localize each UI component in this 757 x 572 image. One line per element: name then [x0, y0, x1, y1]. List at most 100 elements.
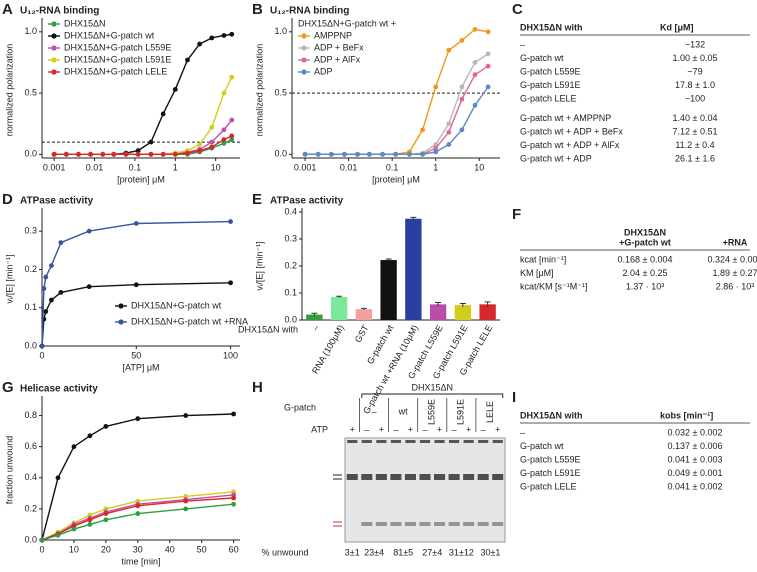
table-header: Kd [μM] — [660, 22, 694, 32]
x-tick-label: 60 — [229, 544, 239, 554]
unwound-value: 3±1 — [345, 547, 360, 557]
data-point — [446, 47, 452, 53]
gel-image — [344, 437, 506, 543]
data-point — [229, 31, 235, 37]
legend-swatch — [51, 45, 57, 51]
data-point — [446, 142, 452, 147]
table-cell: 1.00 ± 0.05 — [673, 53, 718, 63]
y-tick-label: 0.5 — [274, 87, 287, 97]
product-band — [375, 522, 387, 526]
y-tick-label: 0.4 — [284, 206, 297, 216]
table-cell: 0.168 ± 0.004 — [618, 254, 673, 264]
y-tick-label: 0.1 — [284, 287, 297, 297]
data-point — [135, 148, 141, 154]
gpatch-lane-label: L591E — [456, 399, 466, 425]
substrate-band — [404, 474, 416, 480]
data-point — [221, 33, 227, 38]
product-band — [434, 522, 446, 526]
atp-lane: + — [379, 424, 384, 434]
data-point — [197, 142, 203, 147]
data-point — [58, 240, 64, 246]
x-tick-label: 0.1 — [386, 162, 399, 172]
data-point — [393, 151, 399, 157]
gel-well — [419, 440, 431, 443]
error-bar — [360, 307, 367, 311]
atp-lane: + — [350, 424, 355, 434]
substrate-band — [375, 474, 387, 480]
category-title: DHX15ΔN with — [238, 324, 298, 334]
legend-label: AMPPNP — [314, 30, 352, 40]
data-point — [183, 498, 189, 504]
data-point — [229, 74, 235, 80]
unwound-label: % unwound — [261, 547, 308, 557]
table-cell: kcat [min⁻¹] — [520, 254, 566, 264]
bar — [380, 260, 397, 320]
x-tick-label: 0.001 — [43, 162, 66, 172]
table-cell: 1.89 ± 0.27 — [713, 268, 757, 278]
x-tick-label: 0 — [39, 350, 44, 360]
bar — [479, 304, 496, 320]
y-tick-label: 0.2 — [24, 503, 37, 513]
y-axis-label: normalized polarization — [254, 44, 264, 137]
data-point — [209, 139, 215, 145]
data-point — [221, 137, 227, 143]
substrate-band — [492, 474, 504, 480]
data-point — [76, 151, 81, 157]
data-point — [221, 90, 227, 96]
panel-title: ATPase activity — [270, 196, 344, 207]
single-strand-icon — [333, 521, 342, 527]
data-point — [135, 503, 141, 509]
data-point — [86, 228, 92, 234]
table-cell: G-patch wt + ADP + BeFx — [520, 126, 623, 136]
data-point — [209, 35, 215, 41]
table-cell: 17.8 ± 1.0 — [675, 80, 715, 90]
legend-label: DHX15ΔN — [64, 18, 106, 28]
data-point — [172, 86, 178, 92]
data-point — [197, 41, 203, 47]
legend-swatch — [51, 69, 57, 75]
substrate-band — [361, 474, 373, 480]
panel-title: ATPase activity — [20, 196, 94, 207]
table-cell: KM [μM] — [520, 268, 554, 278]
x-tick-label: 100 — [223, 350, 238, 360]
table-cell: – — [520, 427, 525, 437]
product-band — [492, 522, 504, 526]
error-bar — [410, 216, 417, 221]
table-cell: 0.041 ± 0.002 — [668, 481, 723, 491]
data-point — [420, 127, 425, 133]
substrate-band — [463, 474, 475, 480]
legend-swatch — [51, 33, 57, 39]
panel-letter: A — [2, 1, 13, 18]
data-point — [87, 522, 93, 527]
bar — [429, 304, 447, 320]
panel-letter: F — [512, 206, 521, 223]
legend-swatch — [51, 21, 57, 27]
data-point — [103, 517, 109, 523]
panel-letter: I — [512, 389, 516, 406]
x-tick-label: 0.1 — [129, 162, 142, 172]
legend-label: DHX15ΔN+G-patch L559E — [64, 42, 171, 52]
y-tick-label: 0.0 — [24, 149, 37, 159]
y-tick-label: 1.0 — [274, 26, 287, 36]
product-band — [477, 522, 489, 526]
data-point — [472, 102, 478, 108]
data-point — [485, 51, 491, 57]
data-point — [133, 221, 139, 226]
y-tick-label: 0.2 — [24, 264, 37, 274]
panel-letter: E — [252, 191, 262, 208]
data-point — [39, 343, 45, 349]
x-tick-label: 1 — [173, 162, 178, 172]
bar — [405, 218, 422, 320]
x-tick-label: 30 — [133, 544, 143, 554]
product-band — [361, 522, 373, 526]
data-point — [315, 151, 321, 157]
x-tick-label: 0.01 — [340, 162, 358, 172]
atp-lane: + — [437, 424, 442, 434]
y-tick-label: 0.6 — [24, 441, 37, 451]
data-point — [160, 111, 166, 117]
legend-swatch — [301, 45, 307, 51]
gpatch-lane-label: – — [372, 406, 377, 416]
error-bar — [435, 301, 442, 307]
atp-lane: – — [393, 424, 398, 434]
